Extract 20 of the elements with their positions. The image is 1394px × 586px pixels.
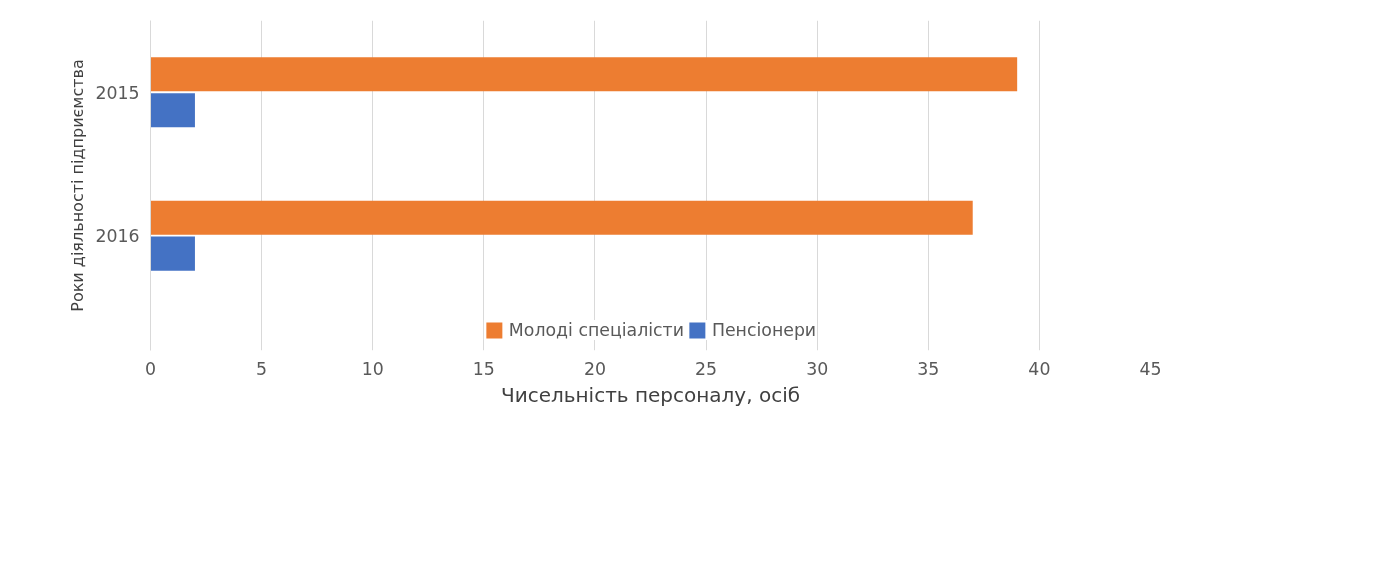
x-tick-label: 45 [1139, 358, 1162, 379]
bar [150, 236, 195, 271]
x-axis-title: Чисельність персоналу, осіб [500, 382, 801, 407]
legend-label: Пенсіонери [711, 320, 817, 340]
bar [150, 57, 1018, 92]
x-tick-label: 20 [583, 358, 606, 379]
x-tick-label: 25 [695, 358, 718, 379]
x-tick-label: 10 [361, 358, 384, 379]
x-tick-label: 40 [1028, 358, 1051, 379]
legend-label: Молоді спеціалісти [508, 320, 684, 340]
x-tick-label: 5 [256, 358, 268, 379]
y-tick-label: 2015 [95, 82, 140, 103]
x-tick-label: 30 [806, 358, 829, 379]
x-tick-label: 15 [472, 358, 495, 379]
bar [150, 93, 195, 128]
x-tick-label: 35 [917, 358, 940, 379]
y-tick-label: 2016 [95, 226, 140, 247]
x-tick-label: 0 [144, 358, 157, 379]
y-axis-title: Роки діяльності підприємства [68, 59, 88, 312]
bar [150, 200, 973, 235]
